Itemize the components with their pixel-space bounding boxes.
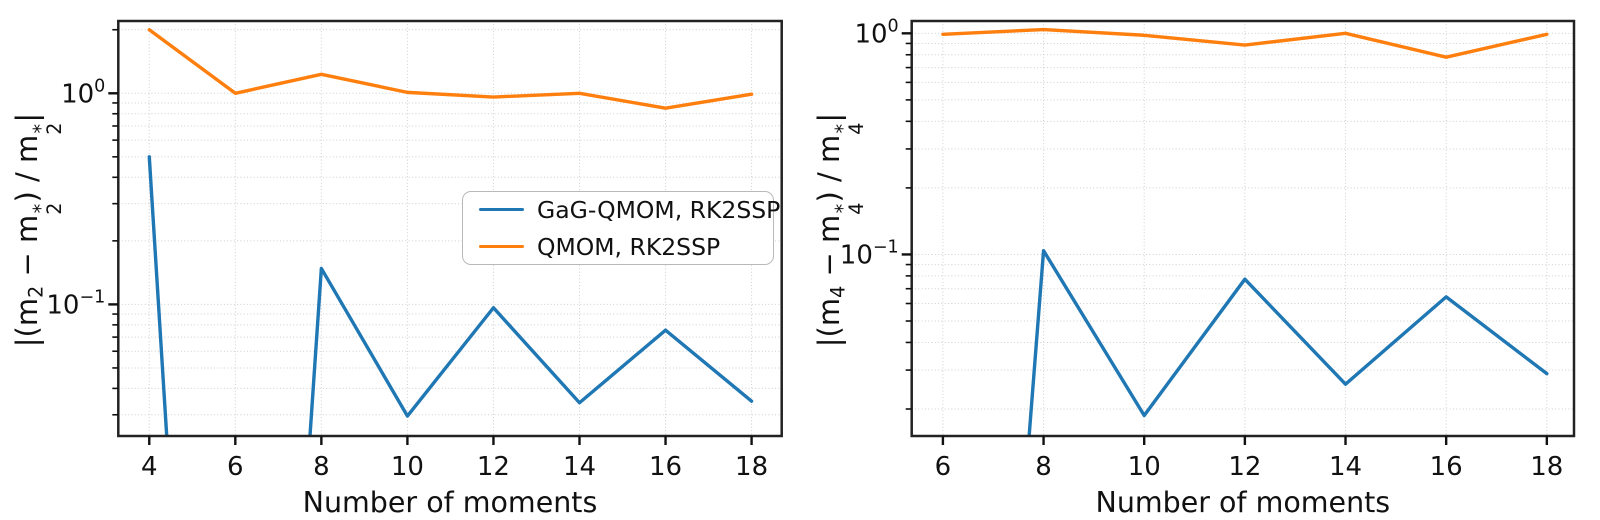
ylabel-stacked-subsup: * 2	[28, 202, 66, 215]
x-tick-label: 16	[1430, 452, 1463, 482]
x-tick-label: 8	[313, 452, 330, 482]
y-tick-label: 10−1	[840, 237, 899, 270]
legend: GaG-QMOM, RK2SSP QMOM, RK2SSP	[462, 191, 780, 265]
x-tick-label: 10	[391, 452, 424, 482]
x-tick-label: 6	[935, 452, 952, 482]
x-tick-label: 10	[1128, 452, 1161, 482]
tick-labels: 4 6 8 10 12 14 16 18 100 10−1	[46, 76, 768, 482]
right-y-axis-label: |(m4 − m * 4) / m * 4 |	[812, 112, 868, 348]
right-chart: 6 8 10 12 14 16 18 100 10−1 Number of moments	[840, 16, 1576, 519]
x-tick-label: 16	[649, 452, 682, 482]
ticks	[901, 32, 1549, 445]
legend-line-icon	[479, 244, 524, 249]
tick-labels: 6 8 10 12 14 16 18 100 10−1	[840, 16, 1564, 482]
legend-entry-gag-qmom: GaG-QMOM, RK2SSP	[479, 196, 780, 224]
left-chart: 4 6 8 10 12 14 16 18 100 10−1 Number of moments	[46, 19, 783, 519]
legend-label-gag-qmom: GaG-QMOM, RK2SSP	[537, 195, 781, 224]
series-line-1	[147, 28, 754, 110]
left-y-axis-label: |(m2 − m * 2) / m * 2 |	[10, 112, 66, 348]
axes-spines	[117, 19, 783, 438]
legend-label-qmom: QMOM, RK2SSP	[537, 232, 721, 261]
series-line-0	[1027, 248, 1549, 436]
x-axis-label: Number of moments	[1096, 486, 1391, 519]
x-axis-label: Number of moments	[303, 486, 598, 519]
x-tick-label: 4	[141, 452, 158, 482]
ylabel-stacked-subsup: * 4	[830, 122, 868, 135]
series-line-1	[941, 27, 1549, 59]
y-tick-label: 100	[854, 16, 898, 49]
ticks	[108, 28, 753, 445]
x-tick-label: 8	[1035, 452, 1052, 482]
x-tick-label: 18	[735, 452, 768, 482]
y-tick-label: 10−1	[46, 287, 105, 320]
x-tick-label: 12	[1228, 452, 1261, 482]
grid	[911, 21, 1574, 436]
legend-entry-qmom: QMOM, RK2SSP	[479, 233, 767, 261]
ylabel-stacked-subsup: * 4	[830, 202, 868, 215]
x-tick-label: 14	[563, 452, 596, 482]
y-tick-label: 100	[61, 76, 105, 109]
axes-spines	[910, 19, 1576, 438]
legend-line-icon	[479, 207, 524, 212]
series-line-0	[147, 155, 754, 436]
x-tick-label: 12	[477, 452, 510, 482]
x-tick-label: 6	[227, 452, 244, 482]
x-tick-label: 14	[1329, 452, 1362, 482]
ylabel-stacked-subsup: * 2	[28, 122, 66, 135]
x-tick-label: 18	[1530, 452, 1563, 482]
